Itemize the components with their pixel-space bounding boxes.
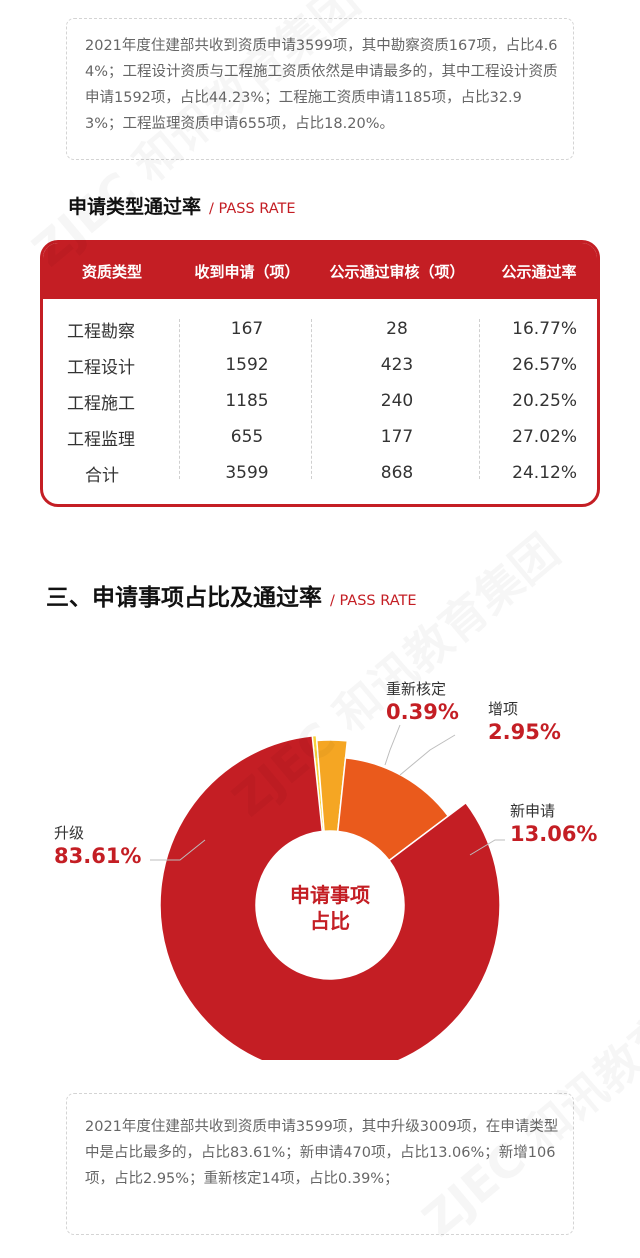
table-row: 工程监理 655 177 27.02% — [43, 419, 597, 455]
pie-label-new-application: 新申请 13.06% — [510, 800, 597, 847]
pie-label-upgrade: 升级 83.61% — [54, 822, 141, 869]
cell-rate: 27.02% — [512, 427, 577, 447]
table-row: 工程设计 1592 423 26.57% — [43, 347, 597, 383]
summary-note-bottom: 2021年度住建部共收到资质申请3599项，其中升级3009项，在申请类型中是占… — [66, 1093, 574, 1235]
slice-percent: 0.39% — [386, 700, 459, 724]
cell-received: 1185 — [225, 391, 269, 411]
cell-received: 167 — [230, 319, 264, 339]
header-type: 资质类型 — [81, 262, 142, 281]
leader-line-1 — [469, 839, 505, 856]
header-received: 收到申请（项） — [194, 262, 300, 281]
slice-percent: 2.95% — [488, 720, 561, 744]
slice-name: 重新核定 — [386, 680, 447, 698]
slice-name: 升级 — [54, 824, 85, 842]
pie-label-reassessment: 重新核定 0.39% — [386, 678, 459, 725]
slice-percent: 13.06% — [510, 822, 598, 846]
table-row: 工程施工 1185 240 20.25% — [43, 383, 597, 419]
cell-type: 工程设计 — [67, 357, 135, 378]
cell-rate: 16.77% — [512, 319, 577, 339]
cell-rate: 20.25% — [512, 391, 577, 411]
cell-passed: 177 — [380, 427, 414, 447]
section-title: 三、申请事项占比及通过率 — [46, 585, 322, 611]
table-row-total: 合计 3599 868 24.12% — [43, 455, 597, 491]
cell-passed: 423 — [380, 355, 414, 375]
cell-received: 1592 — [225, 355, 269, 375]
section-heading-pass-rate: 申请类型通过率 / PASS RATE — [68, 192, 296, 219]
slice-name: 增项 — [488, 700, 519, 718]
cell-passed: 868 — [380, 463, 414, 483]
center-label-line-1: 申请事项 — [290, 883, 370, 907]
application-share-pie-chart — [150, 724, 505, 1060]
cell-type: 工程施工 — [67, 393, 135, 414]
cell-rate: 24.12% — [512, 463, 577, 483]
section-heading-application-share: 三、申请事项占比及通过率 / PASS RATE — [46, 578, 417, 612]
section-subtitle: / PASS RATE — [209, 201, 296, 217]
pass-rate-table: 资质类型 收到申请（项） 公示通过审核（项） 公示通过率 工程勘察 167 28… — [40, 240, 600, 507]
section-subtitle: / PASS RATE — [330, 593, 417, 609]
leader-line-3 — [384, 724, 401, 766]
table-body: 工程勘察 167 28 16.77% 工程设计 1592 423 26.57% … — [43, 299, 597, 491]
cell-type: 合计 — [85, 465, 119, 486]
cell-received: 655 — [230, 427, 264, 447]
leader-line-0 — [150, 839, 206, 861]
cell-passed: 240 — [380, 391, 414, 411]
cell-rate: 26.57% — [512, 355, 577, 375]
cell-received: 3599 — [225, 463, 269, 483]
cell-type: 工程勘察 — [67, 321, 135, 342]
cell-passed: 28 — [386, 319, 408, 339]
pie-center-label: 申请事项 占比 — [270, 882, 390, 934]
table-header: 资质类型 收到申请（项） 公示通过审核（项） 公示通过率 — [43, 243, 597, 299]
slice-percent: 83.61% — [54, 844, 142, 868]
pie-slice-0 — [159, 735, 501, 1060]
header-passed: 公示通过审核（项） — [329, 262, 465, 281]
cell-type: 工程监理 — [67, 429, 135, 450]
table-row: 工程勘察 167 28 16.77% — [43, 311, 597, 347]
leader-line-2 — [399, 734, 456, 776]
summary-note-top: 2021年度住建部共收到资质申请3599项，其中勘察资质167项，占比4.64%… — [66, 18, 574, 160]
slice-name: 新申请 — [510, 802, 556, 820]
pie-label-add-item: 增项 2.95% — [488, 698, 561, 745]
center-label-line-2: 占比 — [310, 909, 350, 933]
section-title: 申请类型通过率 — [68, 196, 202, 218]
header-rate: 公示通过率 — [501, 262, 577, 281]
